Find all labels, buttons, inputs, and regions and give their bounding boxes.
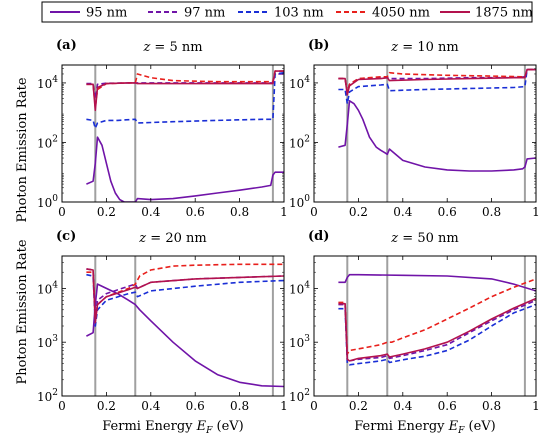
ytick-label-0-0: 100 bbox=[37, 194, 58, 210]
xtick-label-1-3: 0.6 bbox=[438, 205, 457, 219]
xtick-label-3-0: 0 bbox=[310, 399, 318, 413]
panel-2: 0 0.2 0.4 0.6 0.8 1 102 103 104 (c) z = 20 nm bbox=[37, 229, 288, 413]
xtick-label-2-4: 0.8 bbox=[230, 399, 249, 413]
legend-entry-0: 95 nm bbox=[50, 6, 127, 21]
xtick-label-1-2: 0.4 bbox=[393, 205, 412, 219]
xlabel-right: Fermi Energy EF (eV) bbox=[354, 419, 496, 436]
series-2-1 bbox=[86, 268, 284, 318]
series-2-4 bbox=[86, 268, 284, 324]
series-0-2 bbox=[86, 71, 284, 130]
ytick-label-1-0: 100 bbox=[289, 194, 310, 210]
xtick-label-1-1: 0.2 bbox=[349, 205, 368, 219]
legend-label-2: 103 nm bbox=[274, 6, 324, 21]
xtick-label-1-4: 0.8 bbox=[482, 205, 501, 219]
series-1-4 bbox=[338, 68, 536, 96]
panel-title-2: z = 20 nm bbox=[138, 231, 206, 246]
legend-entry-3: 4050 nm bbox=[336, 6, 430, 21]
xtick-label-3-5: 1 bbox=[532, 399, 540, 413]
panel-letter-0: (a) bbox=[56, 38, 77, 53]
legend-entry-1: 97 nm bbox=[148, 6, 225, 21]
xtick-label-1-5: 1 bbox=[532, 205, 540, 219]
xtick-label-3-4: 0.8 bbox=[482, 399, 501, 413]
xtick-label-2-5: 1 bbox=[280, 399, 288, 413]
series-0-4 bbox=[86, 70, 284, 112]
series-1-0 bbox=[338, 100, 536, 172]
ytick-label-3-2: 104 bbox=[289, 280, 310, 296]
xtick-label-0-4: 0.8 bbox=[230, 205, 249, 219]
xtick-label-3-2: 0.4 bbox=[393, 399, 412, 413]
series-3-1 bbox=[338, 299, 536, 362]
ytick-label-1-1: 102 bbox=[289, 134, 310, 150]
panel-3: 0 0.2 0.4 0.6 0.8 1 102 103 104 (d) z = 50 nm bbox=[289, 229, 540, 413]
xtick-label-2-0: 0 bbox=[58, 399, 66, 413]
series-0-3 bbox=[86, 70, 284, 109]
ytick-label-2-2: 104 bbox=[37, 280, 58, 296]
xtick-label-0-2: 0.4 bbox=[141, 205, 160, 219]
xtick-label-2-2: 0.4 bbox=[141, 399, 160, 413]
panel-letter-2: (c) bbox=[56, 229, 76, 244]
series-0-0 bbox=[86, 136, 284, 202]
xtick-label-3-3: 0.6 bbox=[438, 399, 457, 413]
series-3-4 bbox=[338, 297, 536, 362]
panel-1: 0 0.2 0.4 0.6 0.8 1 100 102 104 (b) z = 10 nm bbox=[289, 38, 540, 219]
ytick-label-2-0: 102 bbox=[37, 388, 58, 404]
series-1-3 bbox=[338, 68, 536, 93]
panel-letter-3: (d) bbox=[308, 229, 329, 244]
legend-box bbox=[41, 1, 533, 23]
series-1-2 bbox=[338, 68, 536, 105]
series-group-3 bbox=[338, 273, 536, 366]
ytick-label-0-1: 102 bbox=[37, 134, 58, 150]
xtick-label-0-1: 0.2 bbox=[97, 205, 116, 219]
legend-entry-2: 103 nm bbox=[238, 6, 324, 21]
legend-entry-4: 1875 nm bbox=[440, 6, 533, 21]
panel-letter-1: (b) bbox=[308, 38, 329, 53]
ylabel-top: Photon Emission Rate bbox=[15, 77, 30, 222]
legend: 95 nm 97 nm 103 nm 4050 nm 1875 nm bbox=[41, 1, 533, 23]
series-0-1 bbox=[86, 73, 284, 100]
xtick-label-0-0: 0 bbox=[58, 205, 66, 219]
series-3-2 bbox=[338, 303, 536, 366]
series-3-3 bbox=[338, 278, 536, 355]
panel-title-3: z = 50 nm bbox=[390, 231, 458, 246]
xtick-label-2-1: 0.2 bbox=[97, 399, 116, 413]
xtick-label-0-3: 0.6 bbox=[186, 205, 205, 219]
xtick-label-3-1: 0.2 bbox=[349, 399, 368, 413]
xtick-label-0-5: 1 bbox=[280, 205, 288, 219]
legend-label-1: 97 nm bbox=[184, 6, 225, 21]
series-2-3 bbox=[86, 263, 284, 322]
xlabel-left: Fermi Energy EF (eV) bbox=[102, 419, 244, 436]
legend-label-3: 4050 nm bbox=[372, 6, 430, 21]
series-2-0 bbox=[86, 283, 284, 388]
legend-label-4: 1875 nm bbox=[475, 6, 533, 21]
panel-title-1: z = 10 nm bbox=[390, 40, 458, 55]
series-1-1 bbox=[338, 68, 536, 93]
legend-label-0: 95 nm bbox=[86, 6, 127, 21]
ytick-label-0-2: 104 bbox=[37, 75, 58, 91]
series-group-1 bbox=[338, 68, 536, 172]
xtick-label-1-0: 0 bbox=[310, 205, 318, 219]
ylabel-bottom: Photon Emission Rate bbox=[15, 239, 30, 384]
panel-0: 0 0.2 0.4 0.6 0.8 1 100 102 104 (a) z = 5 nm bbox=[37, 38, 288, 219]
series-2-2 bbox=[86, 273, 284, 327]
ytick-label-3-0: 102 bbox=[289, 388, 310, 404]
xtick-label-2-3: 0.6 bbox=[186, 399, 205, 413]
ytick-label-3-1: 103 bbox=[289, 334, 310, 350]
ytick-label-1-2: 104 bbox=[289, 75, 310, 91]
ytick-label-2-1: 103 bbox=[37, 334, 58, 350]
series-group-0 bbox=[86, 70, 284, 202]
panel-title-0: z = 5 nm bbox=[142, 40, 202, 55]
series-3-0 bbox=[338, 273, 536, 292]
series-group-2 bbox=[86, 263, 284, 388]
